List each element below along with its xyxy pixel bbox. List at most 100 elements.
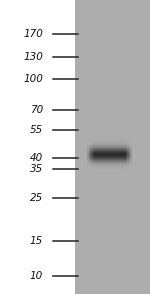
Bar xyxy=(106,146,108,148)
Bar xyxy=(93,166,96,169)
Bar xyxy=(132,158,134,161)
Bar xyxy=(97,150,99,153)
Bar xyxy=(122,143,124,145)
Bar xyxy=(105,153,107,156)
Bar xyxy=(124,165,126,168)
Bar xyxy=(97,153,99,156)
Bar xyxy=(111,161,113,164)
Bar xyxy=(121,144,123,146)
Bar xyxy=(130,140,132,142)
Bar xyxy=(130,166,132,168)
Bar xyxy=(126,152,128,155)
Bar xyxy=(122,153,124,156)
Bar xyxy=(110,145,112,148)
Bar xyxy=(122,159,124,162)
Bar xyxy=(114,161,116,164)
Bar xyxy=(113,163,115,165)
Bar xyxy=(90,153,92,156)
Bar xyxy=(93,158,96,160)
Bar xyxy=(118,150,120,153)
Bar xyxy=(87,156,89,158)
Bar xyxy=(93,163,96,165)
Bar xyxy=(95,157,97,160)
Bar xyxy=(122,148,124,151)
Bar xyxy=(97,145,99,148)
Bar xyxy=(121,146,123,149)
Bar xyxy=(132,154,134,157)
Bar xyxy=(126,163,128,166)
Bar xyxy=(92,163,94,166)
Bar xyxy=(85,139,132,142)
Bar xyxy=(127,166,129,169)
Bar xyxy=(90,139,92,142)
Bar xyxy=(92,143,94,145)
Bar xyxy=(130,144,132,146)
Bar xyxy=(105,147,107,150)
Bar xyxy=(110,166,112,168)
Bar xyxy=(113,152,115,155)
Bar xyxy=(116,148,118,150)
Bar xyxy=(130,138,132,141)
Bar xyxy=(130,154,132,157)
Bar xyxy=(89,142,91,145)
Bar xyxy=(119,161,121,164)
Bar xyxy=(90,142,92,145)
Bar xyxy=(132,145,134,148)
Bar xyxy=(114,146,116,149)
Bar xyxy=(110,146,112,149)
Bar xyxy=(93,148,96,150)
Bar xyxy=(92,148,94,151)
Bar xyxy=(124,163,126,165)
Bar xyxy=(130,155,132,158)
Bar xyxy=(111,166,113,168)
Bar xyxy=(124,165,126,168)
Bar xyxy=(100,162,102,165)
Bar xyxy=(95,147,97,150)
Bar xyxy=(105,146,107,149)
Bar xyxy=(103,158,105,161)
Bar xyxy=(116,149,118,152)
Bar xyxy=(92,164,94,167)
Bar xyxy=(130,145,132,148)
Bar xyxy=(110,142,112,145)
Bar xyxy=(132,142,134,145)
Bar xyxy=(118,164,120,167)
Bar xyxy=(89,149,91,152)
Bar xyxy=(126,156,128,159)
Bar xyxy=(85,155,88,158)
Bar xyxy=(124,155,126,158)
Bar xyxy=(124,159,126,162)
Bar xyxy=(121,138,123,141)
Bar xyxy=(121,153,123,156)
Bar xyxy=(98,148,100,151)
Bar xyxy=(126,142,128,145)
Bar xyxy=(85,138,88,141)
Bar xyxy=(114,150,116,152)
Bar xyxy=(85,168,132,171)
Bar xyxy=(87,151,89,153)
Bar xyxy=(95,159,97,162)
Bar xyxy=(110,151,112,153)
Bar xyxy=(124,149,126,151)
Bar xyxy=(119,145,121,148)
Bar xyxy=(121,144,123,147)
Bar xyxy=(90,140,92,142)
Bar xyxy=(110,138,112,140)
Bar xyxy=(89,158,91,161)
Bar xyxy=(95,155,97,158)
Bar xyxy=(100,153,102,156)
Bar xyxy=(90,150,92,153)
Bar xyxy=(100,143,102,146)
Bar xyxy=(85,154,132,157)
Bar xyxy=(113,146,115,148)
Bar xyxy=(127,151,129,154)
Bar xyxy=(127,159,129,162)
Bar xyxy=(129,148,131,150)
Bar xyxy=(132,159,134,162)
Bar xyxy=(113,148,115,151)
Bar xyxy=(102,151,104,153)
Bar xyxy=(85,157,88,160)
Bar xyxy=(93,160,96,163)
Bar xyxy=(87,149,89,152)
Bar xyxy=(103,150,105,153)
